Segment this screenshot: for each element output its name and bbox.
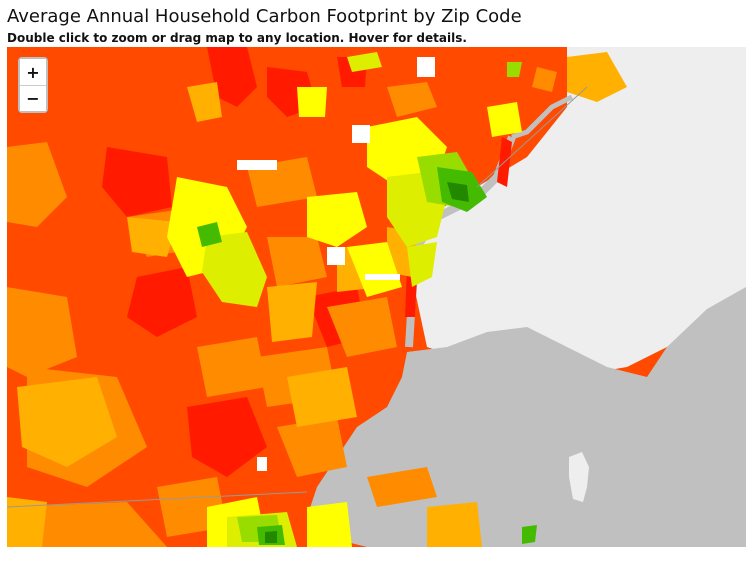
map-title: Average Annual Household Carbon Footprin… [7, 6, 522, 27]
island [569, 452, 589, 502]
zoom-in-button[interactable]: + [20, 59, 46, 85]
map-canvas[interactable] [7, 47, 746, 547]
zoom-controls: + − [18, 57, 48, 113]
choropleth-map[interactable]: + − [7, 47, 746, 547]
region-yellow [167, 87, 522, 547]
region-dark-green [265, 182, 469, 543]
river-upper [511, 94, 574, 140]
outside-land-region [412, 47, 746, 377]
state-boundary [7, 491, 308, 508]
no-data-areas [237, 57, 435, 471]
zoom-out-button[interactable]: − [20, 85, 46, 111]
border-line [476, 86, 588, 188]
map-instructions: Double click to zoom or drag map to any … [7, 31, 467, 45]
